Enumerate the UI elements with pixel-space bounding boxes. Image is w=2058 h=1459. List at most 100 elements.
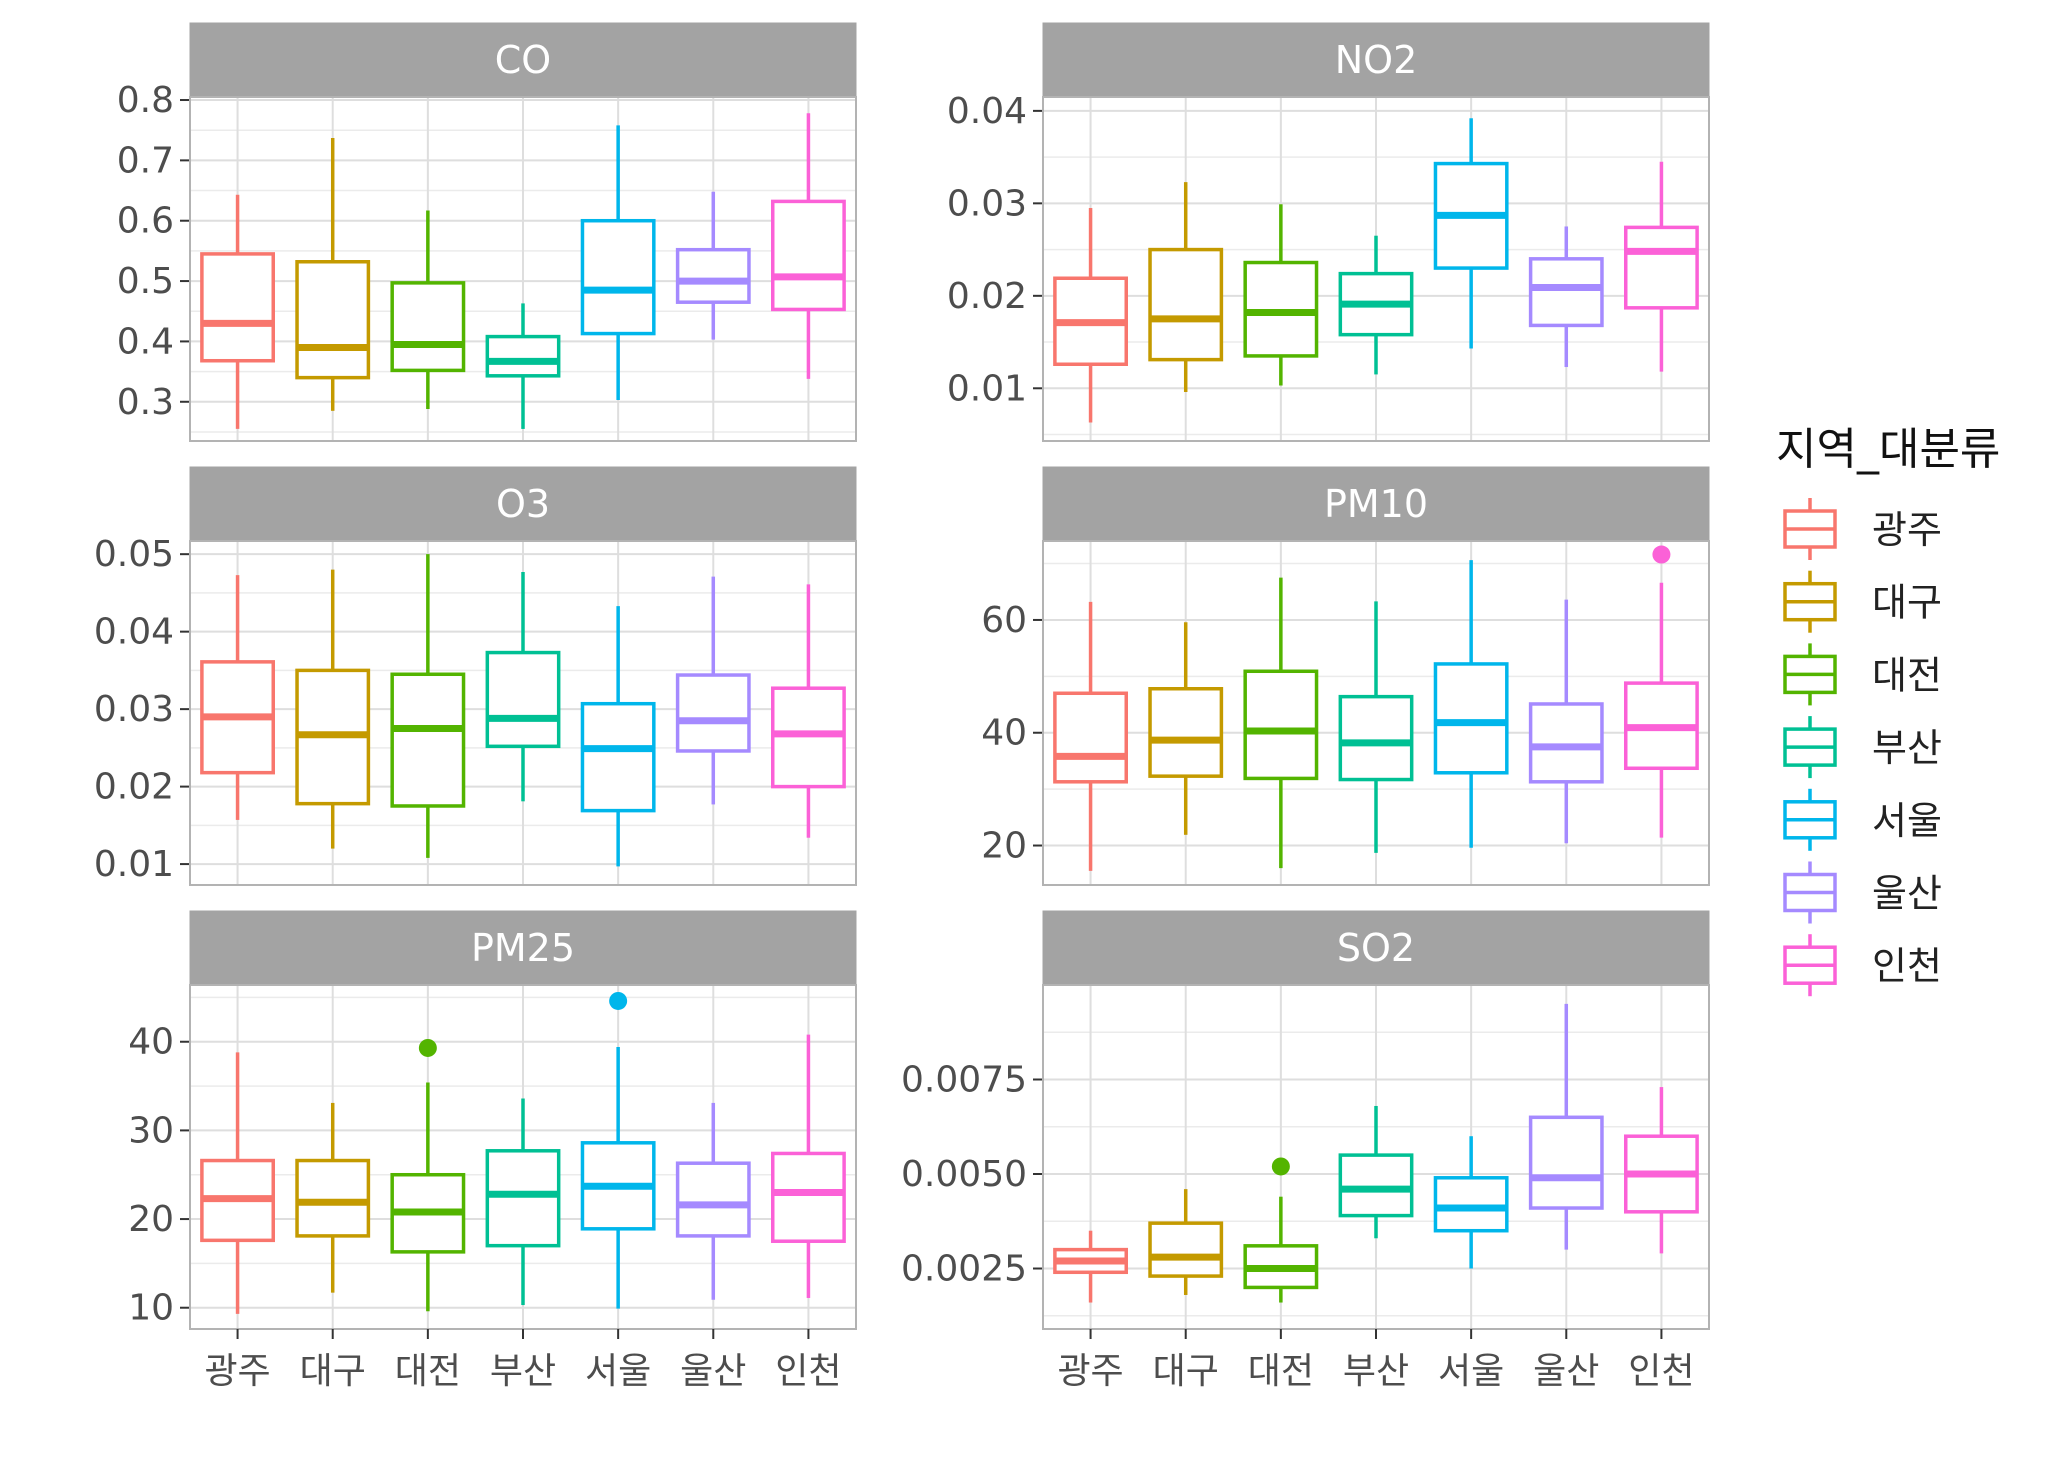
box-광주 (1053, 1230, 1128, 1303)
box-울산 (675, 191, 751, 340)
box-iqr (675, 673, 751, 753)
panel-strip (1042, 466, 1710, 542)
legend-key-대구 (1783, 570, 1837, 633)
legend-key-인천 (1783, 934, 1837, 997)
y-tick-label: 40 (981, 713, 1027, 754)
box-서울 (580, 125, 656, 400)
x-tick-label: 대전 (1248, 1351, 1314, 1392)
x-tick-label: 대구 (300, 1351, 366, 1392)
panel-border (1042, 540, 1710, 886)
box-대전 (390, 1082, 466, 1312)
legend-label: 울산 (1872, 872, 1942, 916)
box-iqr (1148, 1221, 1224, 1278)
box-인천 (1624, 161, 1699, 372)
box-광주 (1053, 207, 1128, 423)
panel-title: PM25 (471, 926, 575, 970)
y-tick-label: 20 (128, 1199, 174, 1240)
panel-border (189, 96, 857, 442)
box-광주 (200, 194, 275, 429)
outlier-point (1271, 1157, 1290, 1176)
box-인천 (1624, 582, 1699, 838)
y-tick-label: 40 (128, 1022, 174, 1063)
box-인천 (771, 113, 846, 379)
y-tick-label: 0.5 (117, 261, 174, 302)
box-iqr (771, 1151, 846, 1243)
y-tick-label: 0.04 (94, 612, 174, 653)
y-tick-label: 0.4 (117, 321, 174, 362)
box-대전 (1243, 1196, 1319, 1303)
y-tick-label: 0.3 (117, 382, 174, 423)
box-인천 (1624, 1087, 1699, 1254)
box-서울 (580, 1047, 656, 1309)
y-tick-label: 0.02 (947, 276, 1027, 317)
x-tick-label: 대구 (1153, 1351, 1219, 1392)
box-광주 (200, 575, 275, 820)
panel-so2: SO2 0.0025 0.0050 0.0075 광주 대구 대전 부산 서울 울산 인천 (901, 910, 1710, 1392)
box-iqr (295, 260, 371, 380)
box-울산 (1528, 1003, 1604, 1250)
panel-title: NO2 (1335, 38, 1418, 82)
box-부산 (485, 571, 561, 802)
panel-strip (189, 910, 857, 986)
x-tick-label: 울산 (680, 1351, 746, 1392)
x-tick-label: 부산 (1343, 1351, 1409, 1392)
box-iqr (485, 650, 561, 749)
legend-title: 지역_대분류 (1776, 424, 2000, 475)
panel-title: O3 (496, 482, 550, 526)
box-iqr (1338, 1153, 1414, 1218)
box-대전 (1243, 577, 1319, 869)
box-iqr (390, 672, 466, 808)
box-iqr (1433, 1176, 1509, 1233)
legend-key-서울 (1783, 788, 1837, 851)
legend-label: 광주 (1872, 508, 1942, 552)
panel-title: CO (495, 38, 551, 82)
legend-key-대전 (1783, 643, 1837, 706)
y-tick-label: 0.0075 (901, 1060, 1027, 1101)
box-울산 (1528, 226, 1604, 368)
y-tick-label: 20 (981, 826, 1027, 867)
box-부산 (485, 303, 561, 429)
box-대구 (295, 569, 371, 849)
legend-label: 대구 (1872, 581, 1942, 625)
box-울산 (1528, 599, 1604, 844)
legend-label: 서울 (1872, 799, 1942, 843)
y-tick-label: 0.7 (117, 140, 174, 181)
box-iqr (675, 1161, 751, 1238)
panel-strip (189, 466, 857, 542)
x-tick-label: 인천 (1628, 1351, 1694, 1392)
outlier-point (609, 991, 628, 1010)
box-iqr (1528, 257, 1604, 328)
x-tick-label: 광주 (204, 1351, 270, 1392)
y-tick-label: 0.03 (94, 689, 174, 730)
panel-o3: O3 0.01 0.02 0.03 0.04 0.05 (94, 466, 857, 886)
panel-border (1042, 96, 1710, 442)
y-tick-label: 0.6 (117, 201, 174, 242)
panel-border (189, 540, 857, 886)
box-iqr (675, 247, 751, 304)
x-tick-label: 인천 (775, 1351, 841, 1392)
legend-key-광주 (1783, 498, 1837, 560)
box-대구 (295, 1102, 371, 1293)
box-iqr (295, 1158, 371, 1238)
box-대구 (1148, 1189, 1224, 1295)
y-tick-label: 0.8 (117, 80, 174, 121)
y-tick-label: 30 (128, 1110, 174, 1151)
panel-title: SO2 (1337, 926, 1415, 970)
panel-strip (1042, 910, 1710, 986)
x-tick-label: 부산 (490, 1351, 556, 1392)
box-인천 (771, 584, 846, 838)
box-대전 (1243, 204, 1319, 386)
panel-strip (189, 22, 857, 98)
x-tick-label: 서울 (1438, 1351, 1504, 1392)
y-tick-label: 10 (128, 1288, 174, 1329)
box-iqr (1148, 687, 1224, 778)
panel-no2: NO2 0.01 0.02 0.03 0.04 (947, 22, 1710, 442)
box-iqr (1148, 247, 1224, 362)
box-iqr (1243, 669, 1319, 781)
y-tick-label: 60 (981, 600, 1027, 641)
box-iqr (1528, 1115, 1604, 1210)
box-울산 (675, 576, 751, 805)
